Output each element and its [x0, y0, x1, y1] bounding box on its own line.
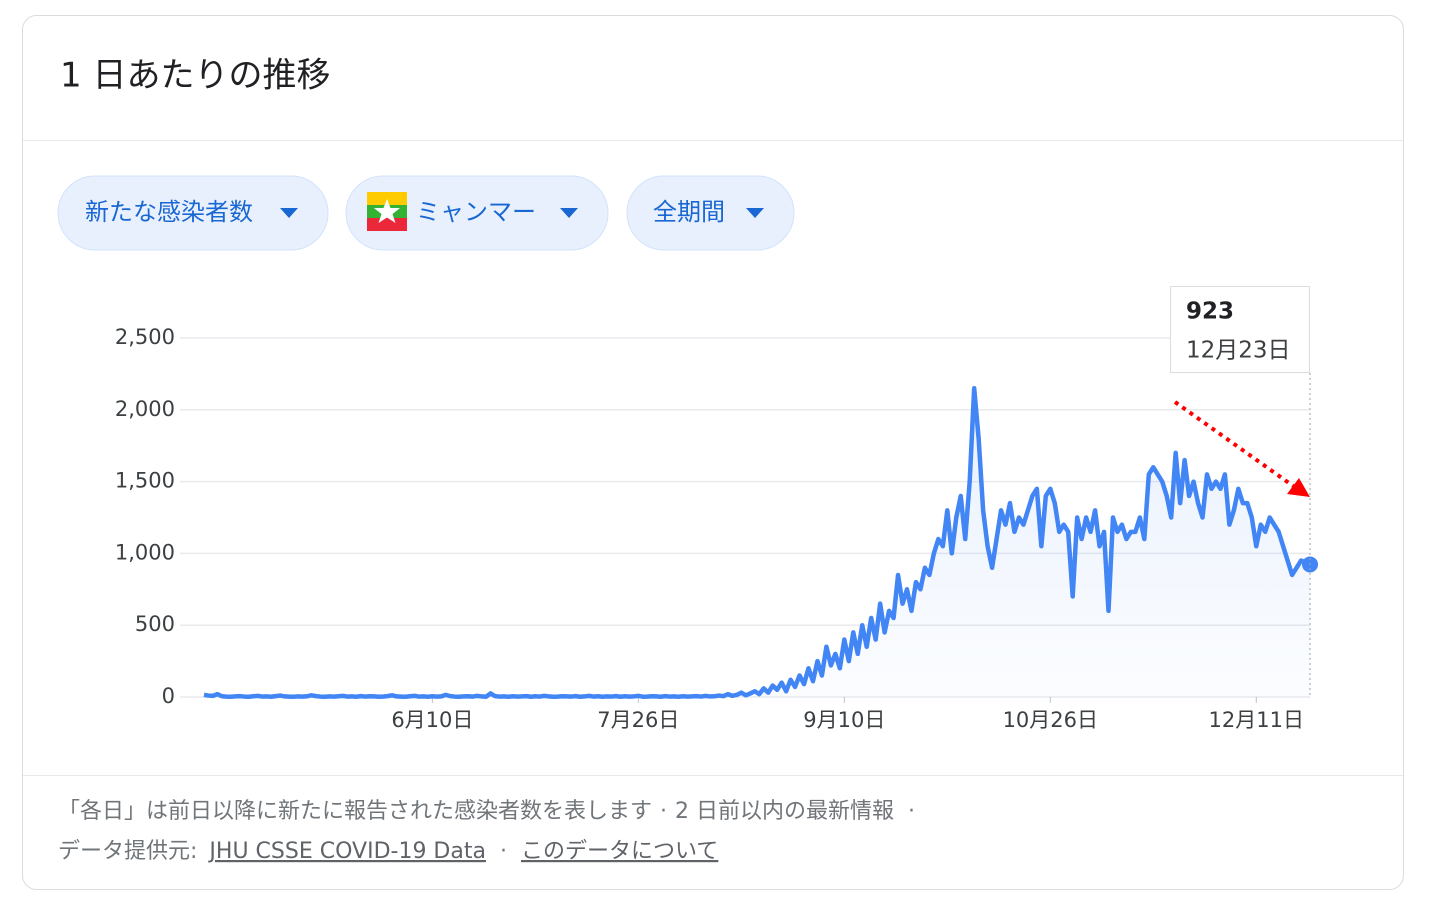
card-title: 1 日あたりの推移 — [60, 56, 330, 96]
separator: · — [500, 839, 507, 864]
y-tick-label: 2,500 — [115, 325, 175, 349]
source-link[interactable]: JHU CSSE COVID-19 Data — [207, 839, 486, 864]
chip-bg[interactable] — [345, 175, 609, 251]
flag — [367, 192, 407, 231]
filter-chip[interactable]: 新たな感染者数 — [57, 175, 329, 251]
chip-label[interactable]: ミャンマー — [416, 198, 536, 226]
footer-note: 「各日」は前日以降に新たに報告された感染者数を表します · 2 日前以内の最新情報 · — [58, 799, 915, 824]
line — [203, 386, 1312, 699]
chip-label[interactable]: 新たな感染者数 — [85, 198, 253, 226]
annotation-arrow — [1173, 400, 1310, 497]
dropdown-arrow[interactable] — [560, 208, 578, 218]
tooltip-value: 923 — [1186, 299, 1234, 325]
area — [204, 388, 1310, 697]
separator: · — [908, 799, 915, 824]
y-tick-label: 500 — [135, 612, 175, 636]
chip-bg[interactable] — [626, 175, 795, 251]
card — [22, 15, 1404, 890]
y-tick-label: 1,000 — [115, 540, 175, 564]
dropdown-arrow[interactable] — [746, 208, 764, 218]
x-tick-label: 7月26日 — [597, 708, 679, 732]
y-tick-label: 0 — [162, 684, 175, 708]
updated: 2 日前以内の最新情報 — [675, 799, 894, 824]
filter-chip[interactable]: ミャンマー — [345, 175, 609, 251]
dropdown-arrow[interactable] — [280, 208, 298, 218]
source-label: データ提供元: — [58, 839, 197, 864]
tooltip: 923 12月23日 — [1170, 286, 1310, 373]
about-link[interactable]: このデータについて — [521, 839, 718, 864]
x-tick-label: 9月10日 — [803, 708, 885, 732]
x-tick-label: 6月10日 — [391, 708, 473, 732]
footer-source: データ提供元: JHU CSSE COVID-19 Data · このデータについて — [58, 839, 718, 864]
y-tick-label: 2,000 — [115, 397, 175, 421]
x-tick-label: 10月26日 — [1003, 708, 1098, 732]
chip-bg[interactable] — [57, 175, 329, 251]
y-tick-label: 1,500 — [115, 469, 175, 493]
note: 「各日」は前日以降に新たに報告された感染者数を表します — [58, 799, 652, 824]
plot: 0 500 1,000 1,500 2,000 2,500 6月10日 7月26日 9月10日 1… — [115, 325, 1318, 732]
tooltip-box — [1170, 286, 1310, 373]
separator: · — [660, 799, 667, 824]
filter-chip[interactable]: 全期間 — [626, 175, 795, 251]
x-tick-label: 12月11日 — [1209, 708, 1304, 732]
chip-label[interactable]: 全期間 — [653, 198, 725, 226]
tooltip-date: 12月23日 — [1186, 338, 1291, 364]
